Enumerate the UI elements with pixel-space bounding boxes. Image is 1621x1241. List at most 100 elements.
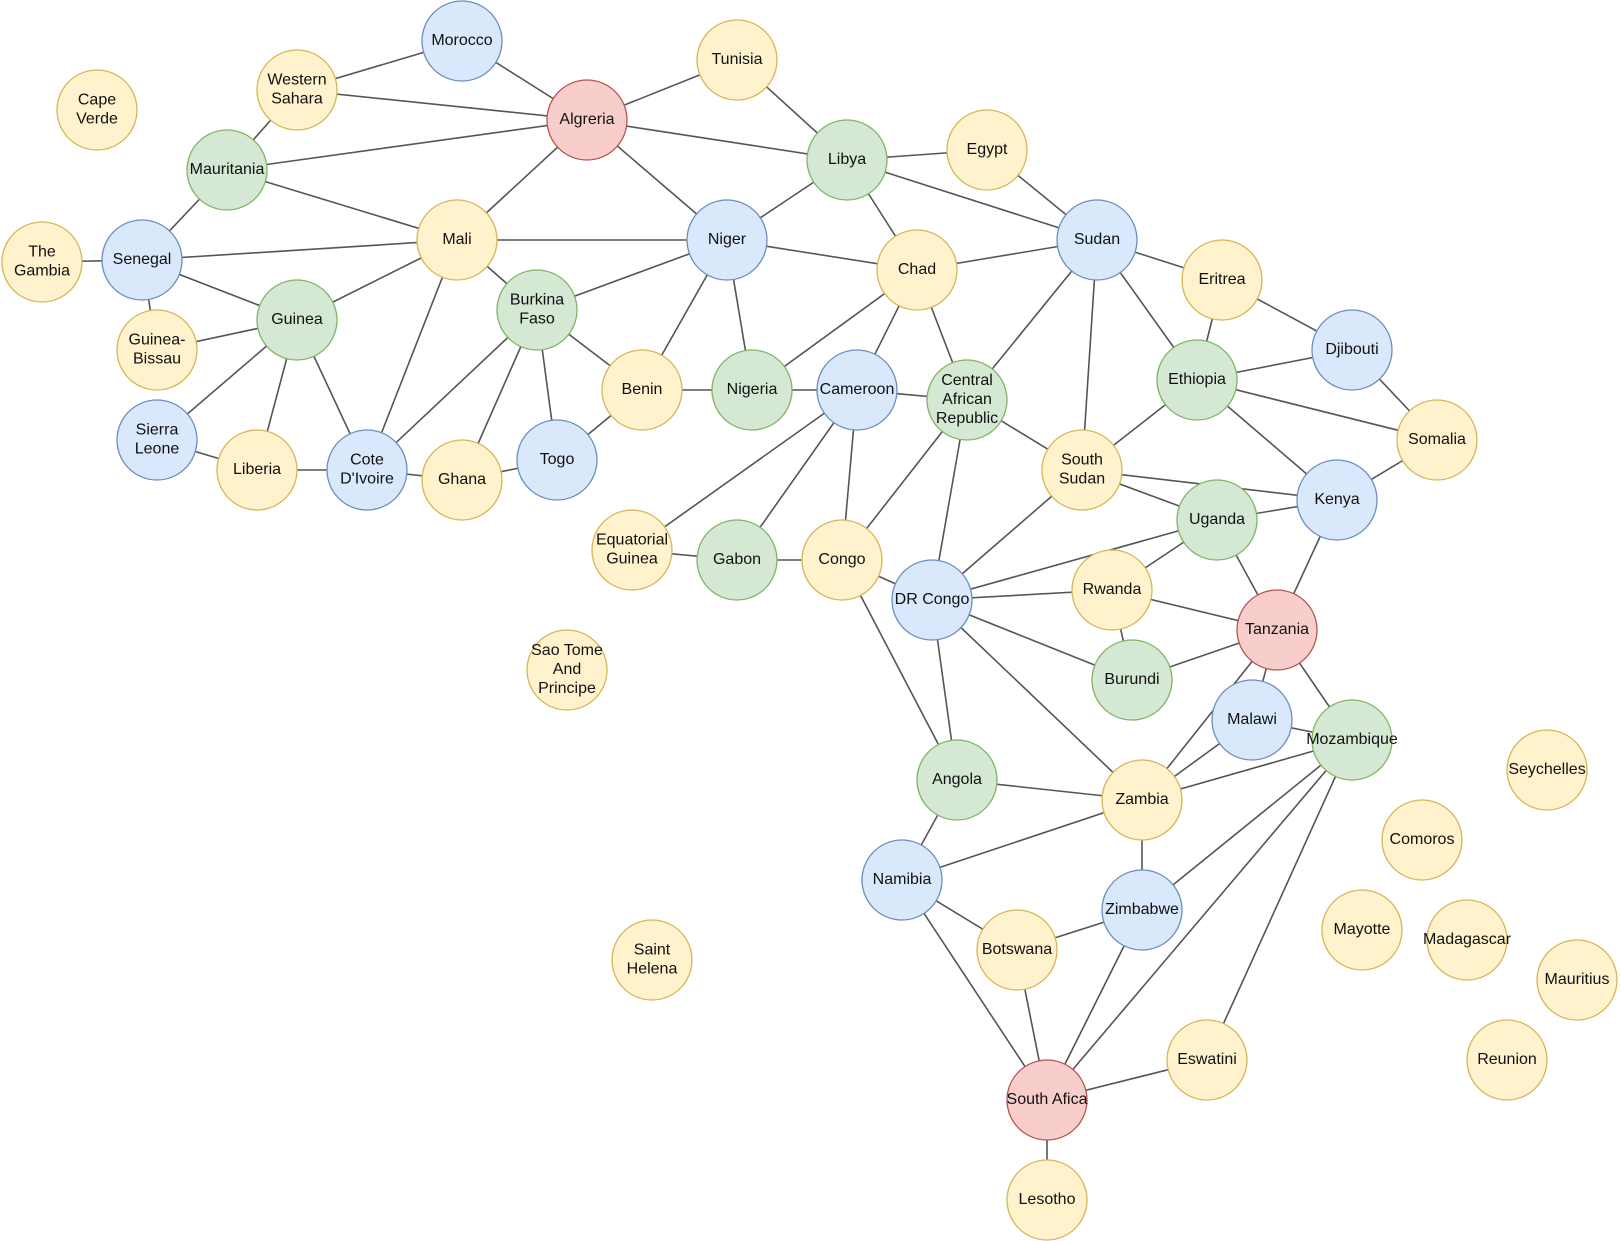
node-label-algeria: Algreria xyxy=(559,111,614,128)
node-tanzania[interactable]: Tanzania xyxy=(1236,589,1318,671)
node-botswana[interactable]: Botswana xyxy=(976,909,1058,991)
node-circle-chad xyxy=(876,229,958,311)
node-circle-reunion xyxy=(1466,1019,1548,1101)
node-reunion[interactable]: Reunion xyxy=(1466,1019,1548,1101)
node-libya[interactable]: Libya xyxy=(806,119,888,201)
node-label-togo: Togo xyxy=(540,451,575,468)
node-namibia[interactable]: Namibia xyxy=(861,839,943,921)
node-cameroon[interactable]: Cameroon xyxy=(816,349,898,431)
node-somalia[interactable]: Somalia xyxy=(1396,399,1478,481)
node-djibouti[interactable]: Djibouti xyxy=(1311,309,1393,391)
node-niger[interactable]: Niger xyxy=(686,199,768,281)
node-comoros[interactable]: Comoros xyxy=(1381,799,1463,881)
node-malawi[interactable]: Malawi xyxy=(1211,679,1293,761)
node-kenya[interactable]: Kenya xyxy=(1296,459,1378,541)
node-eswatini[interactable]: Eswatini xyxy=(1166,1019,1248,1101)
node-circle-comoros xyxy=(1381,799,1463,881)
node-sudan[interactable]: Sudan xyxy=(1056,199,1138,281)
node-ghana[interactable]: Ghana xyxy=(421,439,503,521)
node-seychelles[interactable]: Seychelles xyxy=(1506,729,1588,811)
node-circle-kenya xyxy=(1296,459,1378,541)
edge-algeria-mauritania xyxy=(226,119,588,171)
node-equatorial-guinea[interactable]: Equatorial Guinea xyxy=(591,509,673,591)
node-guinea[interactable]: Guinea xyxy=(256,279,338,361)
node-togo[interactable]: Togo xyxy=(516,419,598,501)
node-circle-car xyxy=(926,359,1008,441)
node-mozambique[interactable]: Mozambique xyxy=(1306,699,1398,781)
node-western-sahara[interactable]: Western Sahara xyxy=(256,49,338,131)
edge-senegal-mali xyxy=(141,239,458,261)
node-circle-mayotte xyxy=(1321,889,1403,971)
node-label-morocco: Morocco xyxy=(431,32,492,49)
node-label-sudan: Sudan xyxy=(1074,231,1120,248)
node-label-gabon: Gabon xyxy=(713,551,761,568)
edge-namibia-south-africa xyxy=(901,879,1048,1101)
node-sierra-leone[interactable]: Sierra Leone xyxy=(116,399,198,481)
node-circle-nigeria xyxy=(711,349,793,431)
node-label-tunisia: Tunisia xyxy=(712,51,763,68)
node-sao-tome[interactable]: Sao Tome And Principe xyxy=(526,629,608,711)
node-label-eritrea: Eritrea xyxy=(1198,271,1245,288)
node-label-mauritania: Mauritania xyxy=(190,161,265,178)
node-burundi[interactable]: Burundi xyxy=(1091,639,1173,721)
node-nigeria[interactable]: Nigeria xyxy=(711,349,793,431)
node-label-ghana: Ghana xyxy=(438,471,486,488)
node-circle-zimbabwe xyxy=(1101,869,1183,951)
node-mali[interactable]: Mali xyxy=(416,199,498,281)
node-rwanda[interactable]: Rwanda xyxy=(1071,549,1153,631)
node-label-the-gambia: The Gambia xyxy=(14,244,70,280)
node-zambia[interactable]: Zambia xyxy=(1101,759,1183,841)
node-cote-divoire[interactable]: Cote D'Ivoire xyxy=(326,429,408,511)
edge-mozambique-zimbabwe xyxy=(1141,739,1353,911)
node-egypt[interactable]: Egypt xyxy=(946,109,1028,191)
node-morocco[interactable]: Morocco xyxy=(421,0,503,82)
node-mauritius[interactable]: Mauritius xyxy=(1536,939,1618,1021)
node-mauritania[interactable]: Mauritania xyxy=(186,129,268,211)
node-circle-mauritius xyxy=(1536,939,1618,1021)
node-saint-helena[interactable]: Saint Helena xyxy=(611,919,693,1001)
node-label-namibia: Namibia xyxy=(873,871,932,888)
node-car[interactable]: Central African Republic xyxy=(926,359,1008,441)
node-chad[interactable]: Chad xyxy=(876,229,958,311)
node-label-seychelles: Seychelles xyxy=(1508,761,1585,778)
node-mayotte[interactable]: Mayotte xyxy=(1321,889,1403,971)
node-dr-congo[interactable]: DR Congo xyxy=(891,559,973,641)
node-label-zambia: Zambia xyxy=(1115,791,1168,808)
node-congo[interactable]: Congo xyxy=(801,519,883,601)
node-label-chad: Chad xyxy=(898,261,936,278)
node-zimbabwe[interactable]: Zimbabwe xyxy=(1101,869,1183,951)
node-circle-ethiopia xyxy=(1156,339,1238,421)
node-tunisia[interactable]: Tunisia xyxy=(696,19,778,101)
node-eritrea[interactable]: Eritrea xyxy=(1181,239,1263,321)
node-label-car: Central African Republic xyxy=(936,372,998,427)
node-circle-algeria xyxy=(546,79,628,161)
node-circle-guinea xyxy=(256,279,338,361)
node-circle-cote-divoire xyxy=(326,429,408,511)
node-gabon[interactable]: Gabon xyxy=(696,519,778,601)
node-label-reunion: Reunion xyxy=(1477,1051,1537,1068)
node-guinea-bissau[interactable]: Guinea-Bissau xyxy=(116,309,198,391)
node-label-mozambique: Mozambique xyxy=(1306,731,1398,748)
node-label-niger: Niger xyxy=(708,231,747,248)
node-south-sudan[interactable]: South Sudan xyxy=(1041,429,1123,511)
node-liberia[interactable]: Liberia xyxy=(216,429,298,511)
node-label-burkina-faso: Burkina Faso xyxy=(510,292,564,328)
node-label-angola: Angola xyxy=(932,771,982,788)
node-cape-verde[interactable]: Cape Verde xyxy=(56,69,138,151)
node-circle-benin xyxy=(601,349,683,431)
node-label-guinea-bissau: Guinea-Bissau xyxy=(129,332,186,368)
node-benin[interactable]: Benin xyxy=(601,349,683,431)
node-uganda[interactable]: Uganda xyxy=(1176,479,1258,561)
node-the-gambia[interactable]: The Gambia xyxy=(1,221,83,303)
node-south-africa[interactable]: South Afica xyxy=(1006,1059,1088,1141)
node-ethiopia[interactable]: Ethiopia xyxy=(1156,339,1238,421)
node-lesotho[interactable]: Lesotho xyxy=(1006,1159,1088,1241)
node-circle-niger xyxy=(686,199,768,281)
node-burkina-faso[interactable]: Burkina Faso xyxy=(496,269,578,351)
node-algeria[interactable]: Algreria xyxy=(546,79,628,161)
node-label-senegal: Senegal xyxy=(113,251,172,268)
node-senegal[interactable]: Senegal xyxy=(101,219,183,301)
node-madagascar[interactable]: Madagascar xyxy=(1423,899,1512,981)
node-angola[interactable]: Angola xyxy=(916,739,998,821)
